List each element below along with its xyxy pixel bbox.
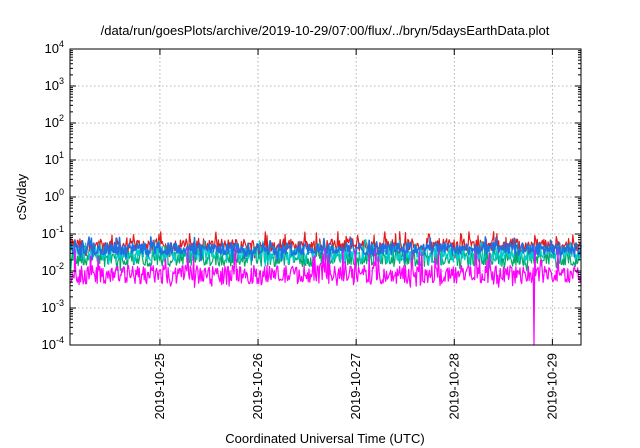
y-tick-label: 10-2: [42, 261, 64, 278]
x-tick-label: 2019-10-26: [250, 353, 265, 420]
y-tick-label: 104: [45, 39, 64, 56]
series-line: [69, 248, 582, 346]
x-tick-label: 2019-10-29: [544, 353, 559, 420]
y-tick-label: 10-4: [42, 335, 64, 352]
x-tick-labels: 2019-10-25 2019-10-26 2019-10-27 2019-10-28…: [152, 353, 559, 420]
x-tick-label: 2019-10-28: [446, 353, 461, 420]
y-tick-label: 100: [45, 187, 64, 204]
y-tick-label: 10-3: [42, 298, 64, 315]
chart-title: /data/run/goesPlots/archive/2019-10-29/0…: [101, 23, 550, 38]
y-tick-label: 103: [45, 76, 64, 93]
y-tick-label: 102: [45, 113, 64, 130]
grid-lines: [70, 49, 581, 345]
y-tick-label: 101: [45, 150, 64, 167]
series-layer: [69, 231, 582, 346]
axis-ticks: [70, 48, 581, 346]
y-tick-labels: 10-4 10-3 10-2 10-1 100 101 102 103 104: [42, 39, 64, 352]
x-tick-label: 2019-10-25: [152, 353, 167, 420]
x-tick-label: 2019-10-27: [348, 353, 363, 420]
y-tick-label: 10-1: [42, 224, 64, 241]
y-axis-label: cSv/day: [14, 173, 29, 220]
x-axis-label: Coordinated Universal Time (UTC): [225, 431, 424, 446]
